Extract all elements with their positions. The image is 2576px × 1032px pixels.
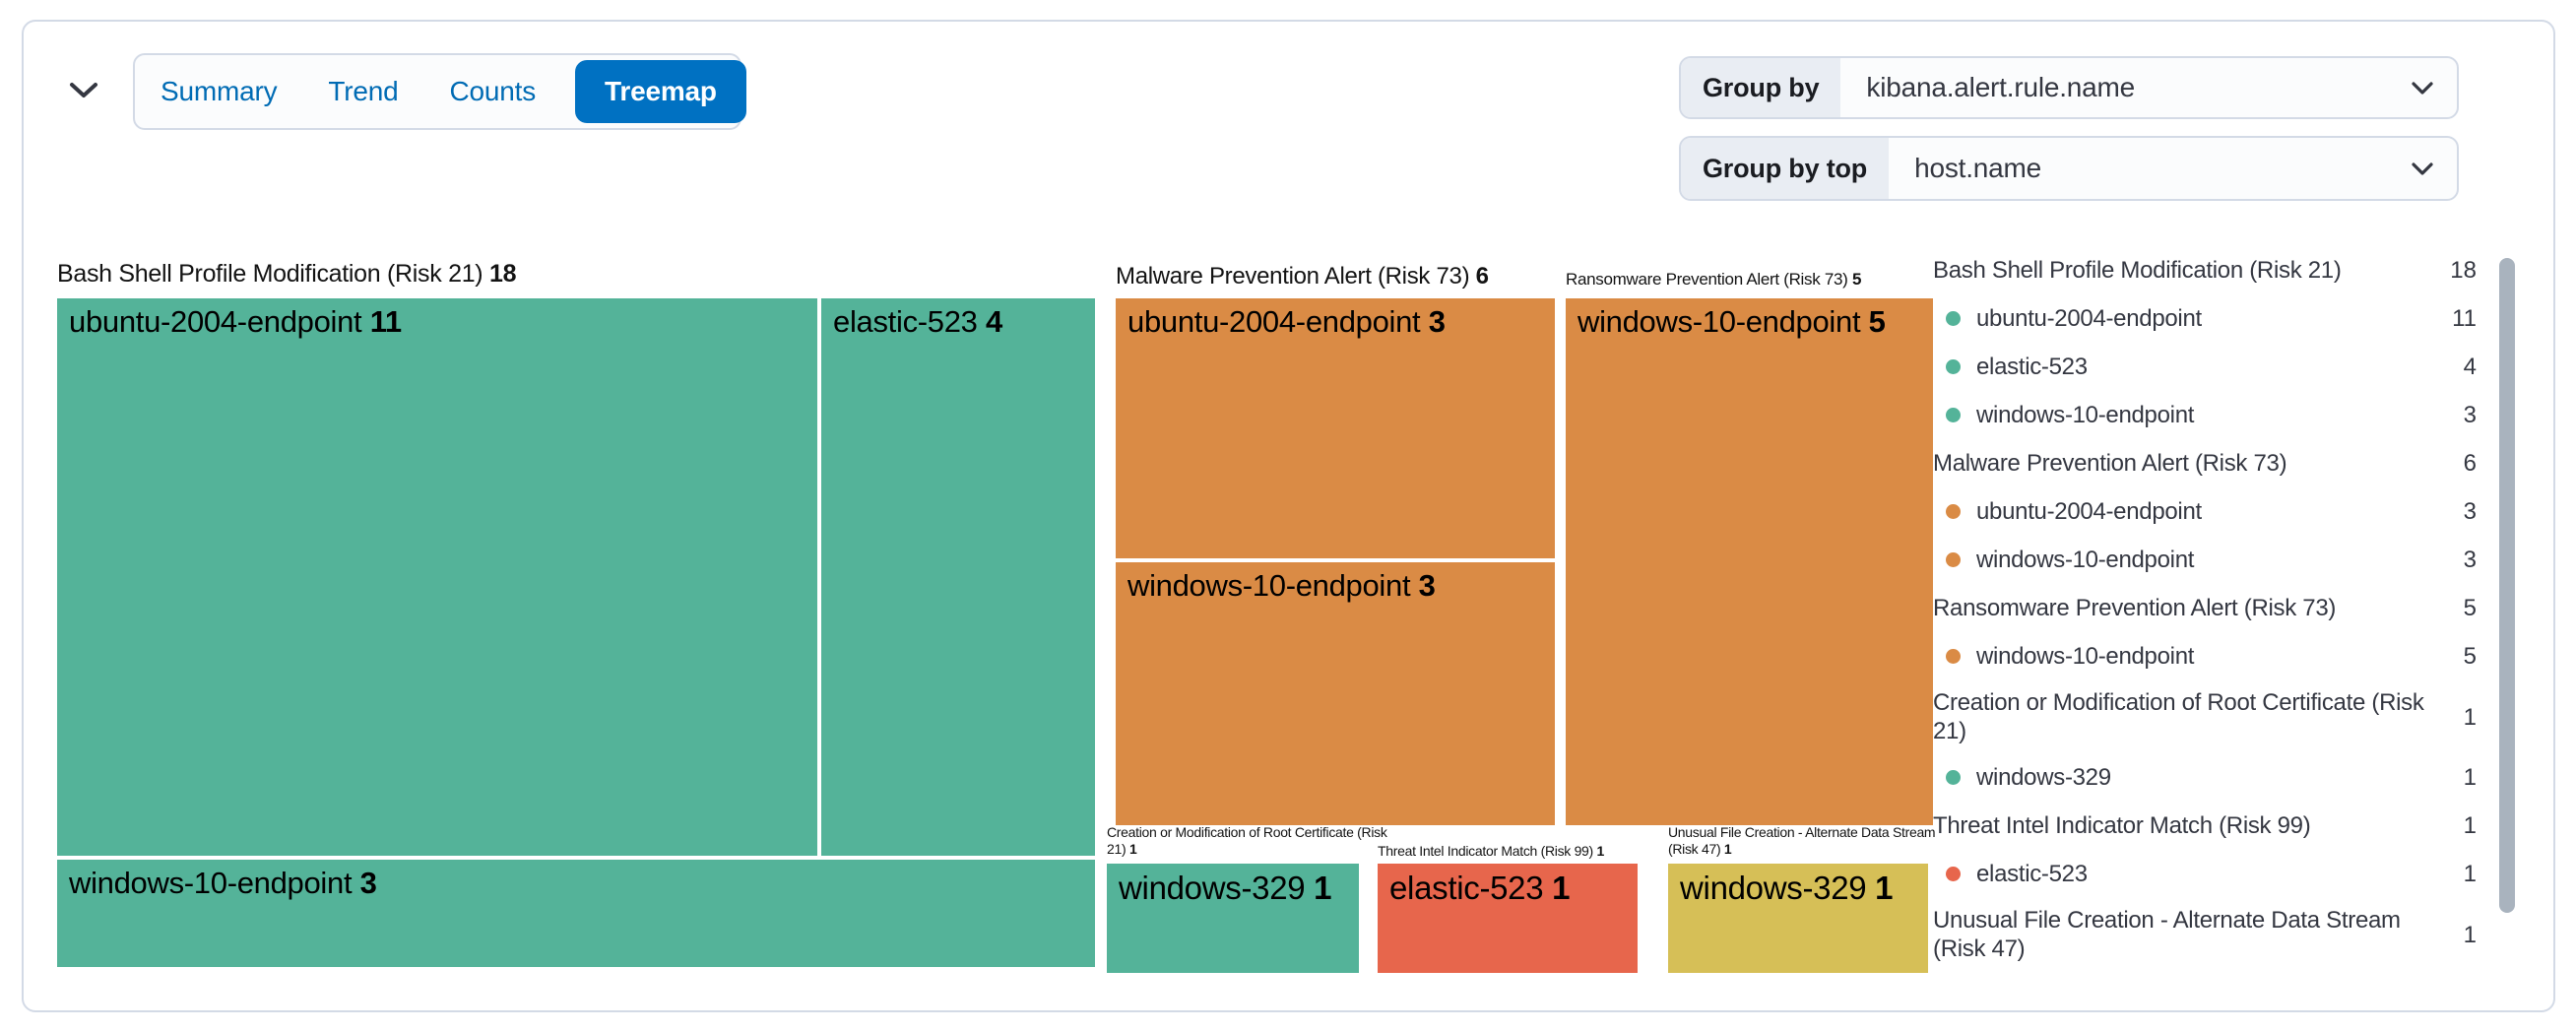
legend-dot-icon bbox=[1946, 770, 1961, 785]
legend-dot-icon bbox=[1946, 408, 1961, 422]
treemap-block[interactable]: windows-10-endpoint 3 bbox=[57, 860, 1095, 967]
groupby-value: kibana.alert.rule.name bbox=[1866, 72, 2136, 102]
legend-dot-icon bbox=[1946, 649, 1961, 664]
legend-row-item[interactable]: windows-10-endpoint 3 bbox=[1933, 536, 2477, 584]
chevron-down-icon bbox=[70, 82, 97, 97]
legend-label: elastic-523 bbox=[1976, 861, 2088, 887]
tab-counts[interactable]: Counts bbox=[424, 76, 562, 107]
legend-row-item[interactable]: elastic-523 4 bbox=[1933, 343, 2477, 391]
collapse-button[interactable] bbox=[61, 67, 106, 112]
groupby-top-select[interactable]: Group by top host.name bbox=[1679, 136, 2459, 201]
legend-label: windows-10-endpoint bbox=[1976, 402, 2195, 428]
legend-row-group[interactable]: Creation or Modification of Root Certifi… bbox=[1933, 680, 2477, 753]
treemap-block[interactable]: windows-329 1 bbox=[1107, 864, 1359, 973]
legend-value: 3 bbox=[2463, 498, 2477, 525]
chevron-down-icon bbox=[2412, 58, 2433, 117]
treemap-group-title: Ransomware Prevention Alert (Risk 73) 5 bbox=[1566, 270, 1862, 289]
legend-row-group[interactable]: Ransomware Prevention Alert (Risk 73) 5 bbox=[1933, 584, 2477, 632]
treemap-block[interactable]: elastic-523 4 bbox=[821, 298, 1095, 856]
legend-row-group[interactable]: Unusual File Creation - Alternate Data S… bbox=[1933, 898, 2477, 971]
legend-row-item[interactable]: ubuntu-2004-endpoint 3 bbox=[1933, 487, 2477, 536]
legend-value: 11 bbox=[2452, 305, 2477, 332]
legend-value: 1 bbox=[2463, 861, 2477, 887]
groupby-top-label: Group by top bbox=[1681, 138, 1890, 199]
groupby-select[interactable]: Group by kibana.alert.rule.name bbox=[1679, 56, 2459, 119]
legend-dot-icon bbox=[1946, 867, 1961, 881]
treemap-group-title: Threat Intel Indicator Match (Risk 99) 1 bbox=[1378, 843, 1604, 859]
legend-row-group[interactable]: Threat Intel Indicator Match (Risk 99) 1 bbox=[1933, 802, 2477, 850]
tab-summary[interactable]: Summary bbox=[135, 76, 302, 107]
legend-value: 4 bbox=[2463, 354, 2477, 380]
legend-label: Malware Prevention Alert (Risk 73) bbox=[1933, 450, 2287, 477]
groupby-top-value: host.name bbox=[1914, 153, 2042, 183]
legend-dot-icon bbox=[1946, 311, 1961, 326]
treemap-legend: Bash Shell Profile Modification (Risk 21… bbox=[1933, 246, 2477, 971]
legend-label: elastic-523 bbox=[1976, 354, 2088, 380]
treemap-block[interactable]: windows-329 1 bbox=[1668, 864, 1928, 973]
legend-scrollbar-thumb[interactable] bbox=[2499, 258, 2515, 913]
legend-label: Ransomware Prevention Alert (Risk 73) bbox=[1933, 595, 2337, 621]
legend-value: 1 bbox=[2463, 764, 2477, 791]
legend-row-group[interactable]: Bash Shell Profile Modification (Risk 21… bbox=[1933, 246, 2477, 294]
legend-value: 5 bbox=[2463, 595, 2477, 621]
treemap-block[interactable]: ubuntu-2004-endpoint 11 bbox=[57, 298, 817, 856]
treemap-group-title: Creation or Modification of Root Certifi… bbox=[1107, 824, 1387, 857]
legend-value: 6 bbox=[2463, 450, 2477, 477]
legend-dot-icon bbox=[1946, 552, 1961, 567]
legend-label: ubuntu-2004-endpoint bbox=[1976, 305, 2202, 332]
legend-label: Unusual File Creation - Alternate Data S… bbox=[1933, 907, 2401, 962]
treemap-block[interactable]: ubuntu-2004-endpoint 3 bbox=[1116, 298, 1555, 558]
chevron-down-icon bbox=[2412, 138, 2433, 199]
legend-value: 18 bbox=[2450, 257, 2477, 284]
treemap-block[interactable]: windows-10-endpoint 5 bbox=[1566, 298, 1933, 825]
tab-treemap[interactable]: Treemap bbox=[575, 60, 746, 123]
treemap-group-title: Malware Prevention Alert (Risk 73) 6 bbox=[1116, 263, 1489, 290]
legend-value: 1 bbox=[2463, 703, 2477, 731]
legend-row-item[interactable]: elastic-523 1 bbox=[1933, 850, 2477, 898]
tab-trend[interactable]: Trend bbox=[302, 76, 423, 107]
legend-label: Creation or Modification of Root Certifi… bbox=[1933, 689, 2424, 744]
legend-value: 3 bbox=[2463, 547, 2477, 573]
treemap-group-title: Unusual File Creation - Alternate Data S… bbox=[1668, 824, 1936, 857]
legend-label: windows-10-endpoint bbox=[1976, 547, 2195, 573]
legend-dot-icon bbox=[1946, 359, 1961, 374]
legend-value: 3 bbox=[2463, 402, 2477, 428]
treemap-block[interactable]: elastic-523 1 bbox=[1378, 864, 1638, 973]
tab-group: Summary Trend Counts Treemap bbox=[133, 53, 746, 130]
legend-value: 5 bbox=[2463, 643, 2477, 670]
legend-value: 1 bbox=[2463, 921, 2477, 948]
legend-row-item[interactable]: windows-10-endpoint 3 bbox=[1933, 391, 2477, 439]
legend-row-group[interactable]: Malware Prevention Alert (Risk 73) 6 bbox=[1933, 439, 2477, 487]
legend-row-item[interactable]: windows-10-endpoint 5 bbox=[1933, 632, 2477, 680]
legend-row-item[interactable]: ubuntu-2004-endpoint 11 bbox=[1933, 294, 2477, 343]
legend-dot-icon bbox=[1946, 504, 1961, 519]
treemap-group-title: Bash Shell Profile Modification (Risk 21… bbox=[57, 260, 517, 288]
legend-label: windows-329 bbox=[1976, 764, 2111, 791]
legend-label: Bash Shell Profile Modification (Risk 21… bbox=[1933, 257, 2342, 284]
legend-row-item[interactable]: windows-329 1 bbox=[1933, 753, 2477, 802]
legend-label: windows-10-endpoint bbox=[1976, 643, 2195, 670]
treemap-block[interactable]: windows-10-endpoint 3 bbox=[1116, 562, 1555, 825]
legend-label: Threat Intel Indicator Match (Risk 99) bbox=[1933, 812, 2311, 839]
legend-value: 1 bbox=[2463, 812, 2477, 839]
groupby-label: Group by bbox=[1681, 58, 1841, 117]
legend-label: ubuntu-2004-endpoint bbox=[1976, 498, 2202, 525]
